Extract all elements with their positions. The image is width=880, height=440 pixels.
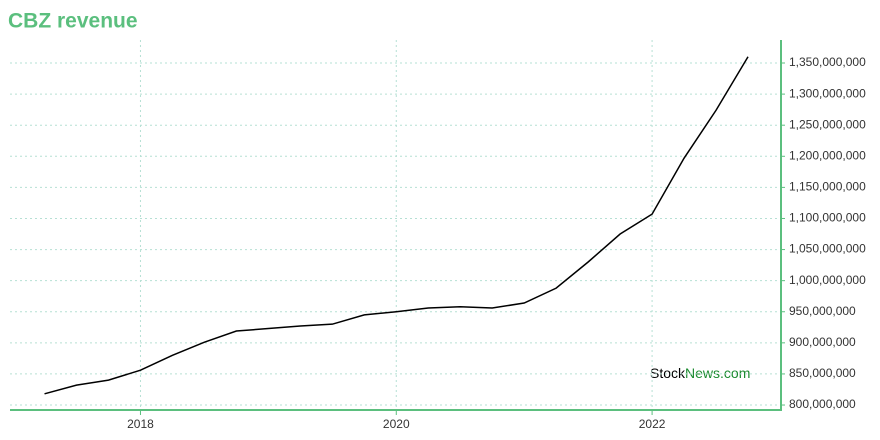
y-tick-label: 1,000,000,000	[789, 273, 866, 287]
line-series	[44, 56, 749, 395]
watermark: StockNews.com	[650, 365, 750, 381]
chart-title: CBZ revenue	[8, 10, 138, 33]
x-tick-label: 2022	[639, 417, 666, 431]
y-tick-label: 1,300,000,000	[789, 86, 866, 100]
watermark-stock: Stock	[650, 365, 686, 381]
y-tick-label: 1,050,000,000	[789, 242, 866, 256]
y-tick-label: 1,200,000,000	[789, 148, 866, 162]
x-tick-label: 2018	[127, 417, 154, 431]
y-tick-label: 800,000,000	[789, 397, 856, 411]
y-tick-label: 950,000,000	[789, 304, 856, 318]
y-tick-label: 1,350,000,000	[789, 55, 866, 69]
y-tick-label: 900,000,000	[789, 335, 856, 349]
y-tick-label: 1,150,000,000	[789, 180, 866, 194]
watermark-news: News.com	[685, 365, 750, 381]
x-tick-label: 2020	[383, 417, 410, 431]
y-tick-label: 1,250,000,000	[789, 117, 866, 131]
y-tick-label: 850,000,000	[789, 366, 856, 380]
y-tick-label: 1,100,000,000	[789, 211, 866, 225]
